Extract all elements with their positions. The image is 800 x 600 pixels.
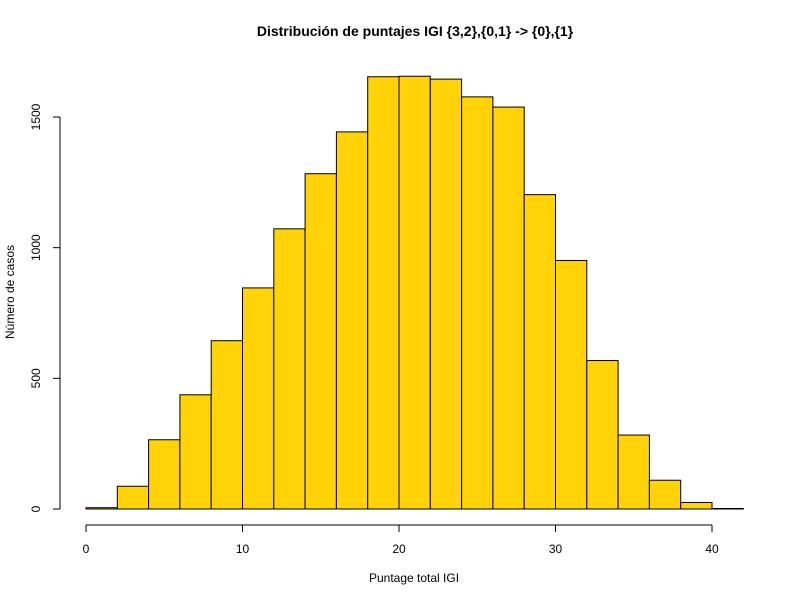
histogram-bar bbox=[648, 479, 682, 510]
histogram-bar bbox=[273, 228, 306, 510]
x-tick-label: 20 bbox=[392, 542, 406, 556]
histogram-bar bbox=[242, 287, 275, 510]
x-tick-label: 40 bbox=[705, 542, 719, 556]
y-axis-label: Número de casos bbox=[3, 245, 17, 339]
histogram-bar bbox=[335, 131, 369, 510]
histogram-bar bbox=[711, 507, 744, 510]
histogram-bar bbox=[398, 75, 431, 510]
y-tick-label: 1500 bbox=[29, 103, 43, 130]
histogram-bar bbox=[680, 501, 713, 510]
histogram-bar bbox=[492, 106, 525, 510]
histogram-bar bbox=[210, 340, 243, 510]
y-tick-label: 0 bbox=[29, 505, 43, 512]
histogram-bar bbox=[179, 394, 212, 510]
histogram-bar bbox=[617, 434, 650, 510]
histogram-bar bbox=[586, 360, 619, 510]
x-axis-label: Puntage total IGI bbox=[369, 571, 459, 585]
x-axis: 0 10 20 30 40 bbox=[83, 524, 719, 556]
histogram-bar bbox=[523, 194, 557, 510]
y-tick-label: 500 bbox=[29, 368, 43, 388]
x-tick-label: 10 bbox=[236, 542, 250, 556]
histogram-bar bbox=[429, 78, 463, 510]
histogram-bar bbox=[367, 76, 400, 510]
y-axis: 0 500 1000 1500 bbox=[29, 103, 61, 512]
x-tick-label: 30 bbox=[549, 542, 563, 556]
histogram-bar bbox=[304, 173, 337, 510]
chart-title: Distribución de puntajes IGI {3,2},{0,1}… bbox=[257, 23, 574, 39]
histogram-bar bbox=[85, 507, 118, 510]
x-tick-label: 0 bbox=[83, 542, 90, 556]
histogram-bar bbox=[555, 259, 588, 510]
histogram-bar bbox=[116, 485, 150, 510]
histogram-bar bbox=[461, 96, 494, 510]
bars-group bbox=[85, 75, 744, 510]
histogram-bar bbox=[148, 439, 181, 510]
y-tick-label: 1000 bbox=[29, 234, 43, 261]
